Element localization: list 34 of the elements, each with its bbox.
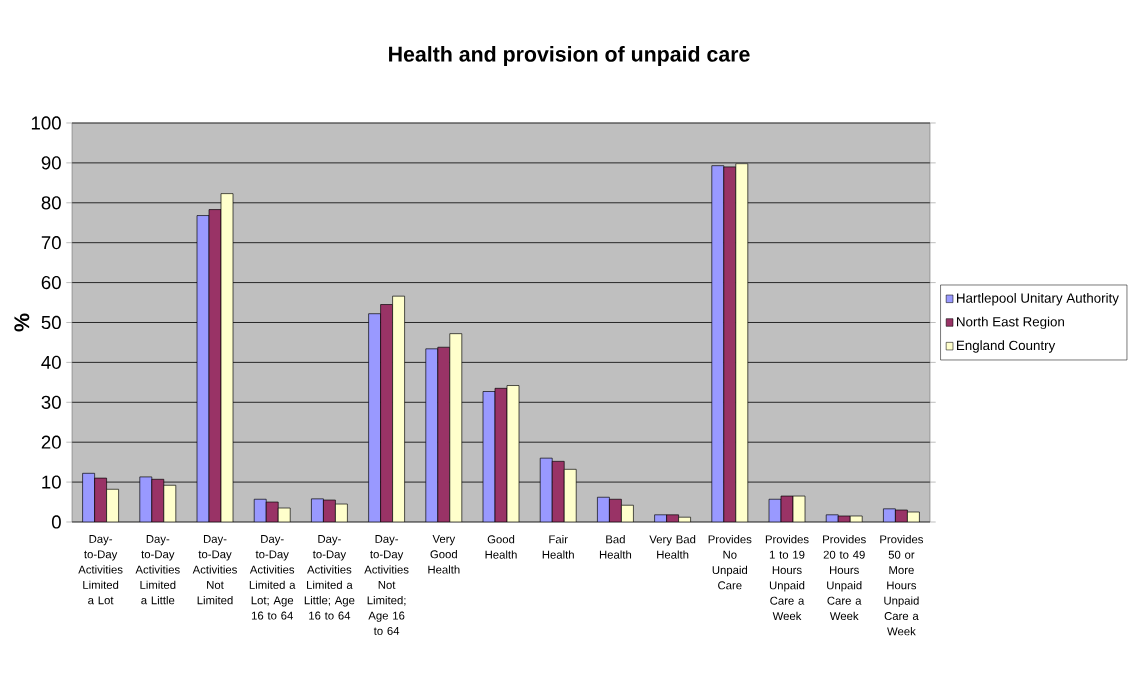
x-tick-label: Very Good Health: [428, 535, 460, 574]
x-tick-label: Provides 50 or More Hours Unpaid Care a Week: [880, 535, 924, 636]
y-tick-label: 80: [41, 196, 61, 210]
y-tick-label: 70: [41, 236, 61, 250]
x-tick-label: Very Bad Health: [649, 535, 696, 559]
x-tick-label: Day-to-Day Activities Not Limited; Age 16 to 64: [364, 535, 409, 635]
y-tick-label: 40: [41, 355, 61, 369]
legend-label: Hartlepool Unitary Authority: [957, 292, 1119, 306]
y-tick-label: 50: [41, 315, 61, 330]
x-tick-label: Bad Health: [599, 535, 632, 559]
y-axis-title: %: [14, 313, 30, 332]
x-tick-label: Day-to-Day Activities Not Limited: [192, 535, 237, 605]
y-tick-label: 100: [31, 116, 61, 130]
x-tick-label: Day-to-Day Activities Limited a Lot; Age 16 to 64: [249, 535, 296, 620]
y-tick-label: 0: [51, 515, 61, 529]
bar: [392, 295, 405, 522]
y-tick-label: 30: [41, 395, 61, 409]
x-tick-label: Good Health: [485, 535, 517, 559]
y-tick-label: 60: [41, 275, 61, 290]
chart-title: Health and provision of unpaid care: [389, 46, 750, 66]
bar: [449, 333, 463, 522]
legend-label: North East Region: [957, 316, 1064, 330]
y-tick-label: 10: [42, 475, 61, 489]
x-tick-label: Day-to-Day Activities Limited a Little: [135, 535, 180, 605]
legend-label: England Country: [957, 340, 1056, 353]
x-tick-label: Day-to-Day Activities Limited a Lot: [78, 535, 123, 605]
x-tick-label: Provides 20 to 49 Hours Unpaid Care a Week: [823, 535, 866, 621]
y-tick-label: 90: [41, 156, 61, 170]
x-tick-label: Provides No Unpaid Care: [708, 535, 752, 590]
x-tick-label: Provides 1 to 19 Hours Unpaid Care a Week: [765, 535, 809, 621]
bar: [735, 163, 749, 522]
x-tick-label: Fair Health: [542, 535, 574, 559]
x-tick-label: Day-to-Day Activities Limited a Little; Age 16 to 64: [304, 535, 355, 620]
y-tick-label: 20: [41, 435, 61, 449]
